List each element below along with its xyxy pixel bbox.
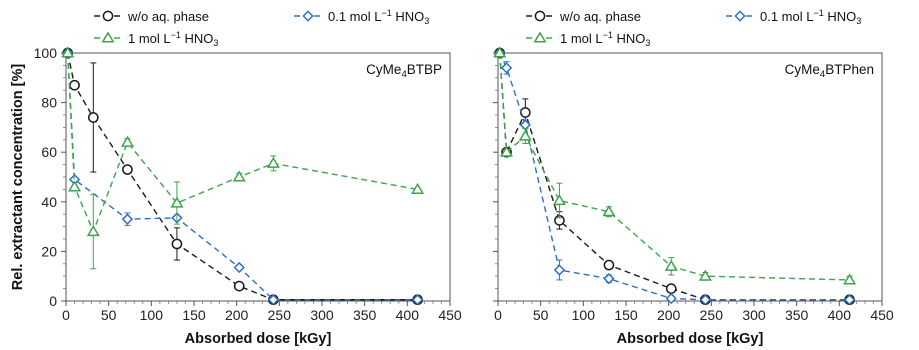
x-tick-label: 100	[140, 307, 164, 323]
data-point	[843, 294, 856, 306]
data-point	[518, 129, 532, 141]
x-axis-title: Absorbed dose [kGy]	[185, 331, 332, 347]
x-tick-label: 200	[225, 307, 249, 323]
x-tick-label: 0	[62, 307, 70, 323]
legend-marker	[101, 31, 115, 43]
x-axis-title: Absorbed dose [kGy]	[617, 331, 764, 347]
data-point	[665, 292, 677, 305]
x-tick-label: 350	[353, 307, 377, 323]
data-point	[698, 269, 712, 281]
legend: w/o aq. phase 0.1 mol L−1 HNO3 1 mol L−1 H…	[94, 8, 429, 48]
y-axis-title: Rel. extractant concentration [%]	[10, 64, 26, 291]
data-point	[266, 156, 280, 168]
legend-label: w/o aq. phase	[559, 9, 641, 24]
data-point	[665, 283, 677, 294]
data-point	[87, 112, 99, 123]
series-line	[67, 52, 418, 234]
data-point	[233, 261, 245, 274]
data-point	[411, 294, 424, 306]
legend-label: 0.1 mol L−1 HNO3	[760, 8, 861, 26]
x-tick-label: 150	[182, 307, 206, 323]
y-tick-label: 20	[41, 243, 57, 259]
data-point	[519, 107, 531, 118]
compound-label: CyMe4BTPhen	[785, 62, 874, 80]
legend: w/o aq. phase 0.1 mol L−1 HNO3 1 mol L−1 H…	[526, 8, 861, 48]
y-tick-label: 40	[41, 194, 57, 210]
y-tick-label: 0	[49, 293, 57, 309]
x-tick-label: 50	[533, 307, 549, 323]
x-tick-label: 250	[268, 307, 292, 323]
y-tick-label: 80	[41, 95, 57, 111]
data-point	[603, 259, 615, 271]
data-point	[171, 238, 183, 250]
data-point	[120, 135, 134, 147]
plot-area-frame	[497, 52, 883, 302]
data-point	[122, 164, 133, 175]
chart-panel-1: 0 50 100 150 200 250 300 350 400 450 0 20 40 60 80 100 A…	[10, 8, 462, 347]
chart-panel-2: 0 50 100 150 200 250 300 350 400 450 Absorbed dose…	[493, 8, 894, 347]
x-tick-label: 100	[572, 307, 596, 323]
legend-label: 1 mol L−1 HNO3	[128, 30, 218, 48]
data-point	[603, 273, 615, 285]
x-tick-label: 400	[828, 307, 852, 323]
series-line	[499, 52, 850, 301]
data-point	[553, 264, 566, 276]
legend-marker	[734, 10, 746, 22]
data-point	[843, 273, 857, 285]
data-point	[121, 213, 134, 225]
y-tick-label: 60	[41, 144, 57, 160]
data-point	[500, 62, 513, 74]
legend-marker	[533, 31, 547, 43]
data-point	[86, 224, 100, 237]
x-tick-label: 300	[310, 307, 334, 323]
x-tick-label: 50	[101, 307, 117, 323]
series-line	[499, 52, 850, 281]
legend-marker	[102, 10, 114, 22]
data-point	[232, 170, 246, 182]
x-tick-label: 350	[785, 307, 809, 323]
legend-label: 0.1 mol L−1 HNO3	[328, 8, 429, 26]
legend-marker	[302, 10, 314, 22]
data-point	[500, 145, 514, 157]
data-point	[411, 182, 425, 194]
x-tick-label: 300	[742, 307, 766, 323]
compound-label: CyMe4BTBP	[366, 62, 442, 80]
data-point	[699, 294, 712, 306]
data-point	[267, 294, 280, 306]
plot-area-frame	[65, 52, 451, 302]
x-tick-label: 0	[494, 307, 502, 323]
data-point	[68, 180, 82, 192]
legend-marker	[534, 10, 546, 22]
legend-label: w/o aq. phase	[127, 9, 209, 24]
legend-label: 1 mol L−1 HNO3	[560, 30, 650, 48]
x-tick-label: 450	[438, 307, 462, 323]
x-tick-label: 200	[657, 307, 681, 323]
data-point	[170, 196, 184, 208]
data-point	[493, 46, 507, 58]
data-point	[61, 46, 75, 58]
series-group	[61, 46, 425, 306]
y-tick-label: 100	[34, 45, 58, 61]
x-tick-label: 450	[870, 307, 894, 323]
series-line	[499, 52, 850, 301]
data-point	[664, 259, 678, 271]
data-point	[552, 193, 566, 206]
data-point	[69, 79, 80, 91]
x-tick-label: 250	[700, 307, 724, 323]
data-point	[602, 205, 616, 217]
x-tick-label: 400	[396, 307, 420, 323]
series-group	[493, 46, 857, 306]
data-point	[233, 280, 245, 292]
x-tick-label: 150	[614, 307, 638, 323]
